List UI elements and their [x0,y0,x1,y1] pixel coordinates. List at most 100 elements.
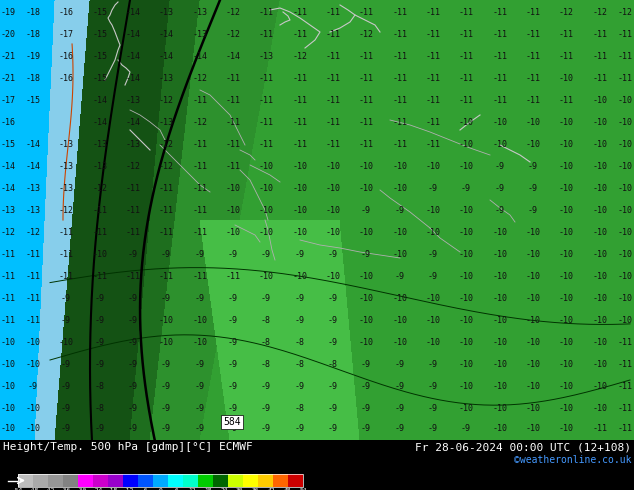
Text: -6: -6 [141,488,148,490]
Bar [258,474,273,487]
Text: -11: -11 [593,423,607,433]
Text: -12: -12 [126,162,141,171]
Text: -9: -9 [61,382,71,391]
Text: -9: -9 [195,423,205,433]
Text: -9: -9 [95,294,105,302]
Text: -11: -11 [158,183,174,193]
Text: -10: -10 [593,271,607,280]
Text: -11: -11 [93,271,108,280]
Text: -11: -11 [559,96,574,104]
Text: 42: 42 [268,488,275,490]
Text: -11: -11 [325,96,340,104]
Text: -9: -9 [195,360,205,368]
Text: -9: -9 [361,360,371,368]
Text: -9: -9 [328,249,338,259]
Text: -10: -10 [1,423,15,433]
Text: -17: -17 [58,29,74,39]
Bar [183,474,198,487]
Text: -10: -10 [458,382,474,391]
Text: -10: -10 [593,316,607,324]
Text: -11: -11 [425,96,441,104]
Bar [48,474,63,487]
Text: -10: -10 [526,294,541,302]
Text: -12: -12 [292,51,307,60]
Text: -9: -9 [395,271,405,280]
Text: -18: -18 [25,29,41,39]
Text: -10: -10 [593,96,607,104]
Text: -10: -10 [425,316,441,324]
Text: -10: -10 [493,423,507,433]
Text: -9: -9 [495,183,505,193]
Text: -13: -13 [25,205,41,215]
Text: -10: -10 [25,423,41,433]
Text: -10: -10 [593,183,607,193]
Text: -11: -11 [292,140,307,148]
Text: -9: -9 [461,423,471,433]
Text: -13: -13 [126,140,141,148]
Text: -9: -9 [161,294,171,302]
Text: -12: -12 [358,29,373,39]
Text: -17: -17 [1,96,15,104]
Text: -13: -13 [158,7,174,17]
Text: -11: -11 [259,118,273,126]
Text: -9: -9 [128,249,138,259]
Text: -9: -9 [261,249,271,259]
Text: -9: -9 [361,249,371,259]
Text: -10: -10 [593,118,607,126]
Text: -13: -13 [158,118,174,126]
Text: -14: -14 [158,29,174,39]
Text: -10: -10 [559,249,574,259]
Text: -11: -11 [158,227,174,237]
Text: -11: -11 [618,29,633,39]
Text: -9: -9 [495,205,505,215]
Text: -9: -9 [328,403,338,413]
Text: -9: -9 [128,294,138,302]
Text: -10: -10 [259,183,273,193]
Text: -11: -11 [193,271,207,280]
Text: -10: -10 [292,271,307,280]
Text: -9: -9 [528,183,538,193]
Text: -14: -14 [25,162,41,171]
Text: 18: 18 [204,488,212,490]
Text: -9: -9 [261,382,271,391]
Text: -9: -9 [395,360,405,368]
Text: -9: -9 [128,360,138,368]
Text: -11: -11 [392,51,408,60]
Text: -10: -10 [593,227,607,237]
Text: Height/Temp. 500 hPa [gdmp][°C] ECMWF: Height/Temp. 500 hPa [gdmp][°C] ECMWF [3,442,253,452]
Text: -9: -9 [195,382,205,391]
Text: -11: -11 [392,140,408,148]
Text: -16: -16 [58,74,74,82]
Text: -13: -13 [259,51,273,60]
Text: -12: -12 [25,227,41,237]
Text: -15: -15 [93,29,108,39]
Text: -11: -11 [259,96,273,104]
Text: -9: -9 [261,294,271,302]
Text: 12: 12 [188,488,196,490]
Text: -10: -10 [458,162,474,171]
Text: -11: -11 [126,183,141,193]
Text: -10: -10 [559,183,574,193]
Text: -10: -10 [559,74,574,82]
Text: -10: -10 [458,227,474,237]
Bar [213,474,228,487]
Text: -11: -11 [193,227,207,237]
Text: -11: -11 [226,140,240,148]
Text: -11: -11 [25,271,41,280]
Text: -9: -9 [61,403,71,413]
Text: -11: -11 [526,7,541,17]
Text: -11: -11 [292,7,307,17]
Text: 24: 24 [220,488,228,490]
Text: -12: -12 [158,162,174,171]
Text: 6: 6 [174,488,178,490]
Text: -9: -9 [295,382,305,391]
Text: -10: -10 [593,360,607,368]
Text: -11: -11 [193,140,207,148]
Text: -11: -11 [292,96,307,104]
Text: -11: -11 [259,140,273,148]
Text: -10: -10 [425,227,441,237]
Text: -11: -11 [126,205,141,215]
Text: -9: -9 [295,294,305,302]
Text: -11: -11 [325,51,340,60]
Text: -9: -9 [61,316,71,324]
